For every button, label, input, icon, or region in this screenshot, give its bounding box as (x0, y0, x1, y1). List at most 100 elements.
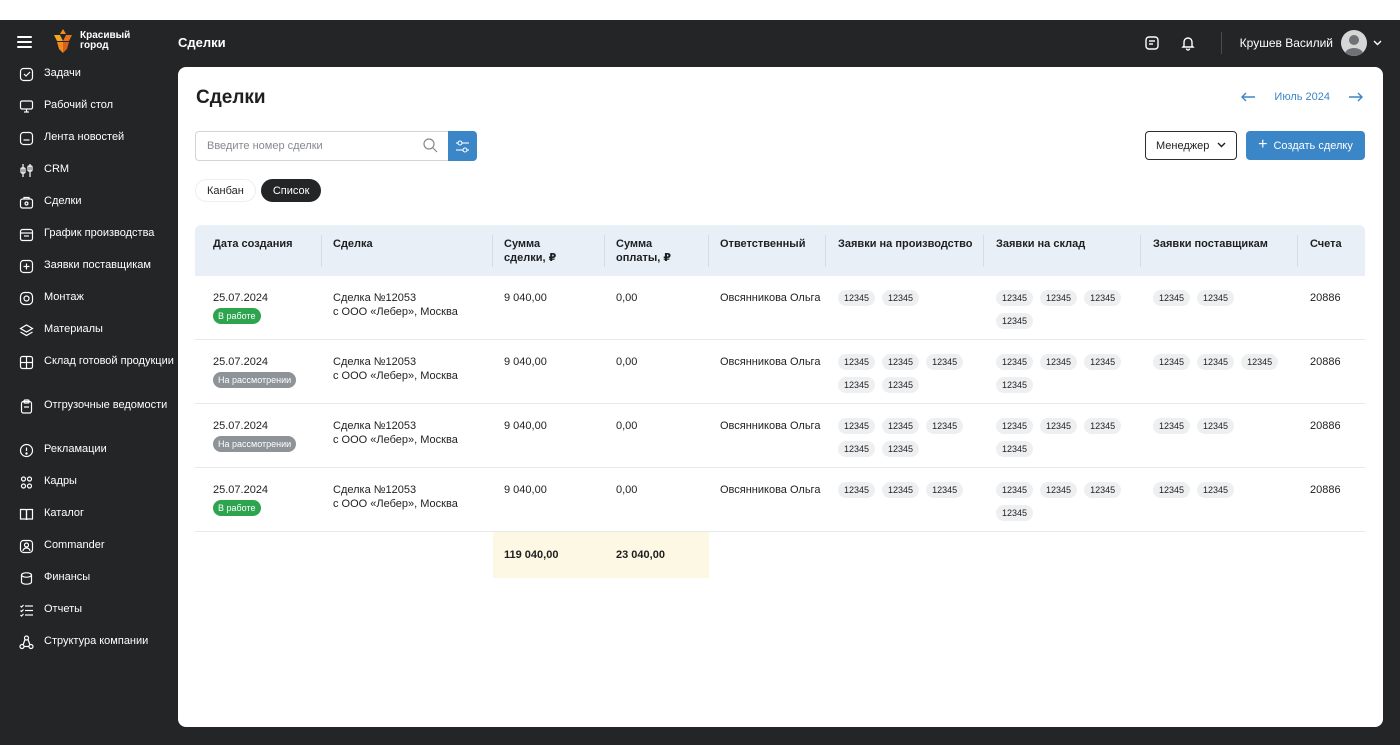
request-chip[interactable]: 12345 (926, 354, 964, 370)
sidebar-item-14[interactable]: Commander (0, 538, 175, 570)
deal-title[interactable]: Сделка №12053 (333, 484, 417, 496)
request-chip[interactable]: 12345 (1040, 354, 1078, 370)
invoice-number[interactable]: 20886 (1310, 356, 1341, 368)
bell-icon[interactable] (1175, 30, 1201, 56)
table-row[interactable]: 25.07.2024 В работе Сделка №12053 с ООО «Ле… (195, 276, 1365, 340)
deal-title[interactable]: Сделка №12053 (333, 292, 417, 304)
table-row[interactable]: 25.07.2024 На рассмотрении Сделка №12053 с … (195, 404, 1365, 468)
request-chip[interactable]: 12345 (882, 290, 920, 306)
request-chip[interactable]: 12345 (996, 441, 1034, 457)
sidebar-item-13[interactable]: Каталог (0, 506, 175, 538)
request-chip[interactable]: 12345 (838, 441, 876, 457)
table-row[interactable]: 25.07.2024 На рассмотрении Сделка №12053 с … (195, 340, 1365, 404)
column-header-owner[interactable]: Ответственный (709, 225, 826, 276)
request-chip[interactable]: 12345 (1084, 354, 1122, 370)
column-header-invoices[interactable]: Счета (1310, 238, 1342, 250)
sidebar-item-3[interactable]: CRM (0, 162, 175, 194)
total-paid: 23 040,00 (605, 532, 709, 578)
sidebar-item-17[interactable]: Структура компании (0, 634, 175, 666)
sidebar-item-15[interactable]: Финансы (0, 570, 175, 602)
invoice-number[interactable]: 20886 (1310, 420, 1341, 432)
sidebar-item-6[interactable]: Заявки поставщикам (0, 258, 175, 290)
request-chip[interactable]: 12345 (996, 418, 1034, 434)
sidebar-item-12[interactable]: Кадры (0, 474, 175, 506)
request-chip[interactable]: 12345 (1153, 418, 1191, 434)
request-chip[interactable]: 12345 (1197, 290, 1235, 306)
column-header-sum[interactable]: Сумма сделки, ₽ (493, 225, 605, 276)
request-chip[interactable]: 12345 (996, 377, 1034, 393)
deal-title[interactable]: Сделка №12053 (333, 420, 417, 432)
request-chip[interactable]: 12345 (1084, 418, 1122, 434)
request-chip[interactable]: 12345 (1084, 290, 1122, 306)
sidebar-item-16[interactable]: Отчеты (0, 602, 175, 634)
user-name[interactable]: Крушев Василий (1239, 36, 1333, 50)
document-icon[interactable] (1139, 30, 1165, 56)
request-chip[interactable]: 12345 (838, 354, 876, 370)
request-chip[interactable]: 12345 (1241, 354, 1279, 370)
request-chip[interactable]: 12345 (882, 482, 920, 498)
request-chip[interactable]: 12345 (838, 290, 876, 306)
request-chip[interactable]: 12345 (996, 505, 1034, 521)
tab-list[interactable]: Список (260, 179, 322, 202)
column-header-production[interactable]: Заявки на производство (826, 225, 984, 276)
sidebar-item-5[interactable]: График производства (0, 226, 175, 258)
sidebar-item-8[interactable]: Материалы (0, 322, 175, 354)
request-chip[interactable]: 12345 (1153, 290, 1191, 306)
column-header-suppliers[interactable]: Заявки поставщикам (1141, 225, 1298, 276)
manager-select[interactable]: Менеджер (1145, 131, 1237, 160)
sidebar-item-7[interactable]: Монтаж (0, 290, 175, 322)
request-chip[interactable]: 12345 (882, 377, 920, 393)
chevron-down-icon[interactable] (1373, 40, 1382, 46)
sidebar-item-1[interactable]: Рабочий стол (0, 98, 175, 130)
column-header-deal[interactable]: Сделка (322, 225, 493, 276)
request-chip[interactable]: 12345 (926, 482, 964, 498)
sidebar-item-10[interactable]: Отгрузочные ведомости (0, 398, 175, 442)
sidebar-item-9[interactable]: Склад готовой продукции (0, 354, 175, 398)
current-month[interactable]: Июль 2024 (1274, 91, 1330, 103)
request-chip[interactable]: 12345 (882, 418, 920, 434)
request-chip[interactable]: 12345 (996, 290, 1034, 306)
request-chip[interactable]: 12345 (1040, 482, 1078, 498)
column-header-paid[interactable]: Сумма оплаты, ₽ (605, 225, 709, 276)
arrow-left-icon[interactable] (1241, 92, 1256, 102)
deal-sum: 9 040,00 (504, 292, 547, 304)
logo[interactable]: Красивый город (52, 29, 140, 53)
request-chip[interactable]: 12345 (838, 377, 876, 393)
request-chip[interactable]: 12345 (838, 482, 876, 498)
request-chip[interactable]: 12345 (1153, 482, 1191, 498)
menu-icon[interactable] (17, 36, 32, 48)
request-chip[interactable]: 12345 (1153, 354, 1191, 370)
search-input[interactable] (195, 131, 449, 161)
arrow-right-icon[interactable] (1348, 92, 1363, 102)
request-chip[interactable]: 12345 (882, 441, 920, 457)
list-icon (20, 604, 33, 617)
filter-button[interactable] (448, 131, 477, 161)
request-chip[interactable]: 12345 (996, 313, 1034, 329)
request-chip[interactable]: 12345 (1084, 482, 1122, 498)
request-chip[interactable]: 12345 (1197, 354, 1235, 370)
column-header-stock[interactable]: Заявки на склад (984, 225, 1141, 276)
sidebar-item-2[interactable]: Лента новостей (0, 130, 175, 162)
request-chip[interactable]: 12345 (1040, 418, 1078, 434)
request-chip[interactable]: 12345 (926, 418, 964, 434)
request-chip[interactable]: 12345 (1197, 482, 1235, 498)
avatar[interactable] (1341, 30, 1367, 56)
create-deal-button[interactable]: + Создать сделку (1246, 131, 1365, 160)
sidebar-item-0[interactable]: Задачи (0, 66, 175, 98)
sidebar-item-4[interactable]: Сделки (0, 194, 175, 226)
table-row[interactable]: 25.07.2024 В работе Сделка №12053 с ООО «Ле… (195, 468, 1365, 532)
request-chip[interactable]: 12345 (882, 354, 920, 370)
deal-title[interactable]: Сделка №12053 (333, 356, 417, 368)
column-header-date[interactable]: Дата создания (195, 225, 322, 276)
invoice-number[interactable]: 20886 (1310, 292, 1341, 304)
request-chip[interactable]: 12345 (996, 482, 1034, 498)
news-icon (19, 131, 34, 146)
request-chip[interactable]: 12345 (996, 354, 1034, 370)
invoice-number[interactable]: 20886 (1310, 484, 1341, 496)
request-chip[interactable]: 12345 (1040, 290, 1078, 306)
request-chip[interactable]: 12345 (838, 418, 876, 434)
request-chip[interactable]: 12345 (1197, 418, 1235, 434)
search-icon[interactable] (423, 138, 438, 153)
tab-kanban[interactable]: Канбан (195, 179, 256, 202)
sidebar-item-11[interactable]: Рекламации (0, 442, 175, 474)
